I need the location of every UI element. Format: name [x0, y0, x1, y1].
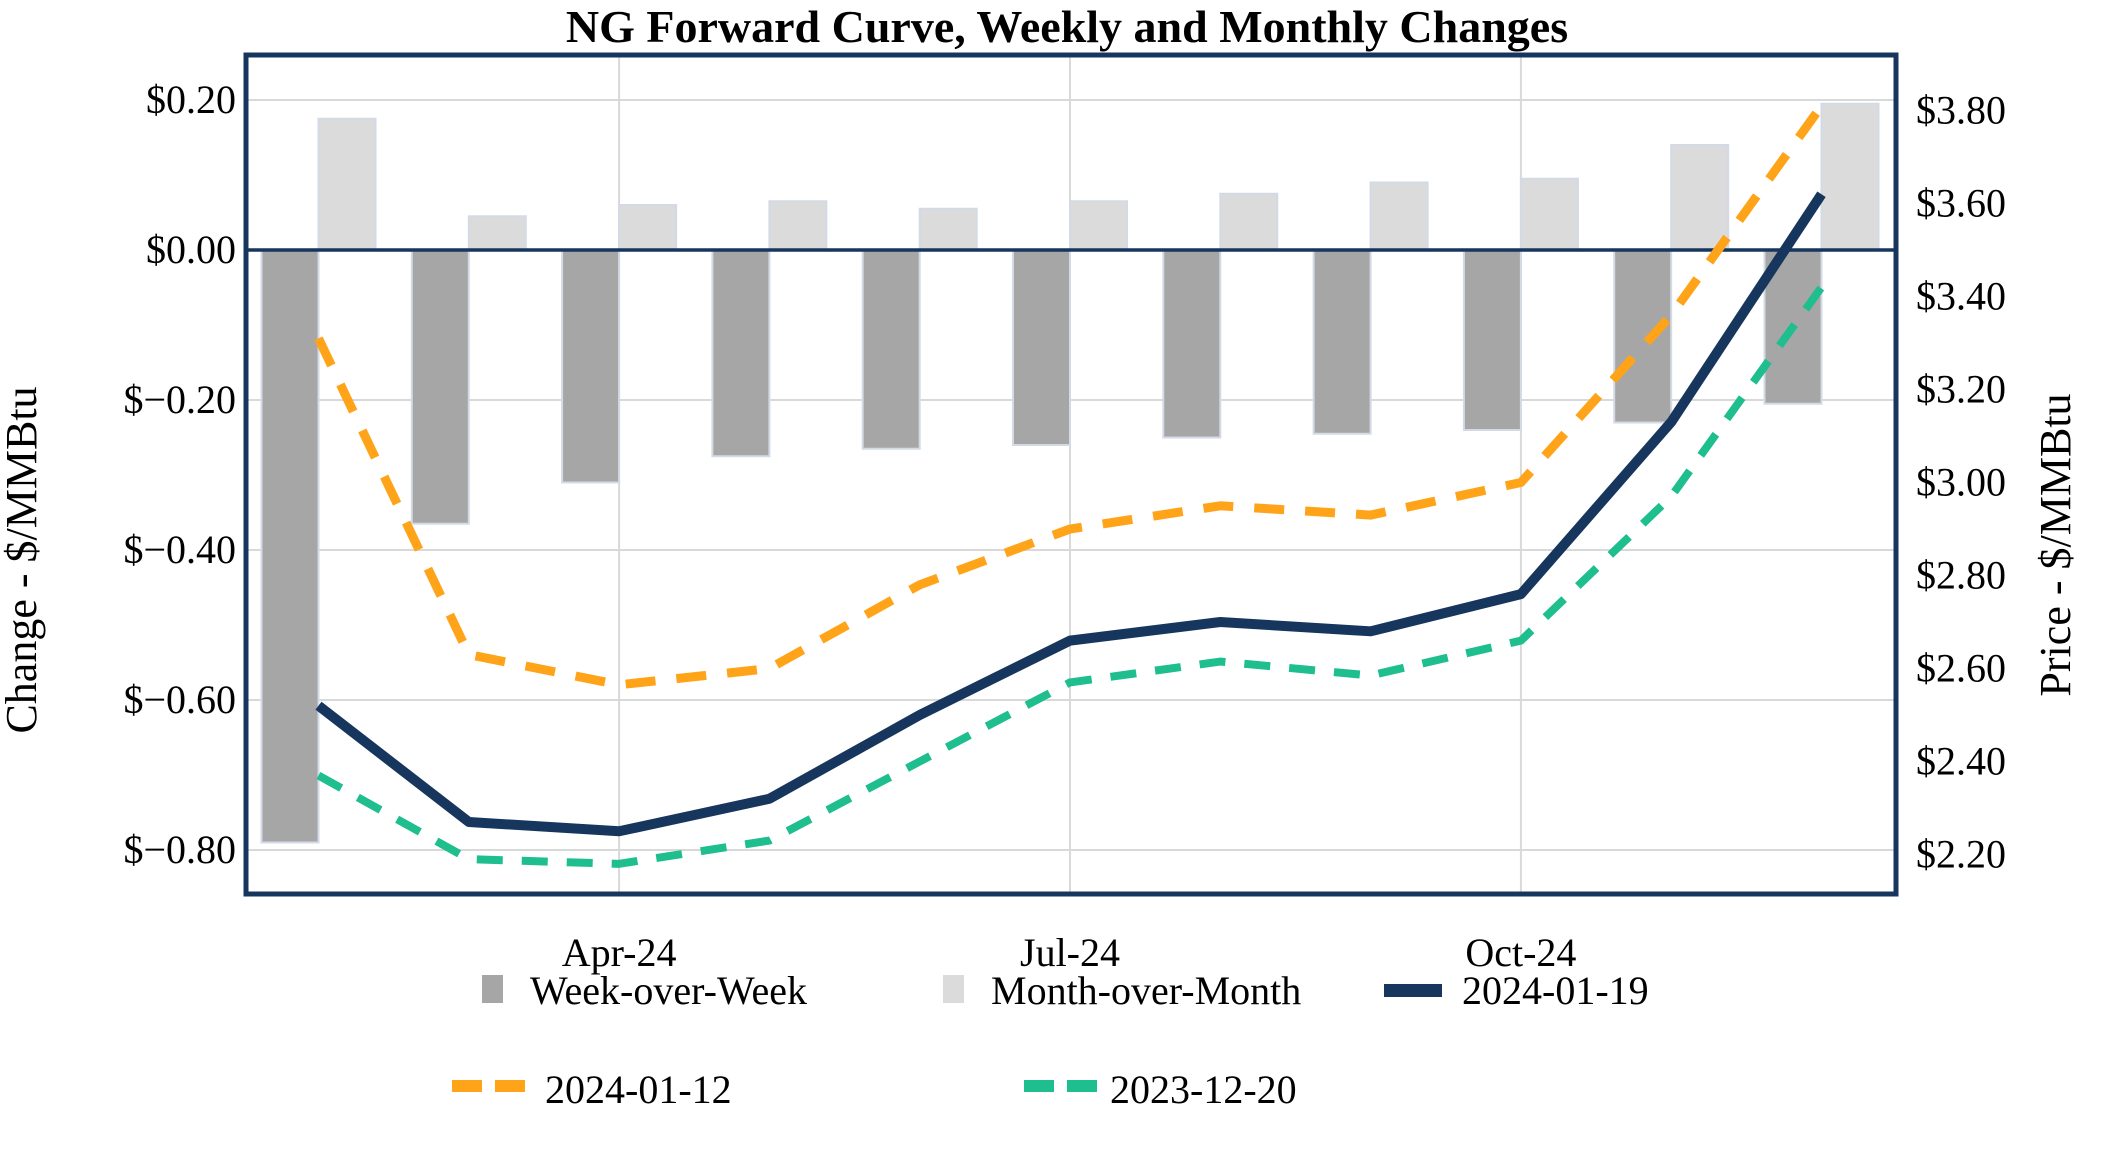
legend-swatch — [1384, 984, 1442, 997]
legend-label: 2024-01-12 — [545, 1067, 732, 1112]
legend-item-Month-over-Month: Month-over-Month — [943, 968, 1301, 1013]
right-tick-label: $3.00 — [1916, 460, 2006, 505]
x-tick-label: Oct-24 — [1465, 930, 1576, 975]
mom-bar-Oct-24 — [1519, 177, 1579, 251]
wow-bar-Sep-24 — [1312, 248, 1372, 435]
right-tick-label: $2.40 — [1916, 739, 2006, 784]
line-2023-12-20 — [316, 284, 1825, 868]
plot-border — [243, 52, 1899, 897]
legend-swatch — [1067, 1080, 1097, 1092]
x-axis-ticks: Apr-24 Jul-24 Oct-24 — [562, 930, 1577, 975]
mom-bar-Dec-24 — [1820, 102, 1880, 251]
line-series-group — [314, 103, 1826, 868]
left-tick-label: $−0.40 — [123, 527, 236, 572]
legend-swatch — [495, 1080, 525, 1092]
left-axis-ticks: $0.20 $0.00 $−0.20 $−0.40 $−0.60 $−0.80 — [123, 77, 236, 872]
wow-bar-Jun-24 — [861, 248, 921, 450]
right-tick-label: $2.20 — [1916, 832, 2006, 877]
mom-bar-Aug-24 — [1219, 192, 1279, 251]
wow-bar-Mar-24 — [410, 248, 470, 525]
mom-bar-Jul-24 — [1069, 200, 1128, 251]
left-tick-label: $0.00 — [146, 227, 236, 272]
right-tick-label: $3.40 — [1916, 274, 2006, 319]
right-tick-label: $3.80 — [1916, 88, 2006, 133]
mom-bar-May-24 — [768, 200, 828, 251]
right-tick-label: $3.60 — [1916, 181, 2006, 226]
mom-bar-Feb-24 — [317, 117, 377, 251]
mom-bar-Mar-24 — [467, 215, 527, 251]
mom-bar-Sep-24 — [1369, 181, 1429, 251]
left-axis-title: Change - $/MMBtu — [0, 386, 46, 733]
line-2024-01-19 — [315, 191, 1826, 837]
legend-item-Week-over-Week: Week-over-Week — [482, 968, 807, 1013]
gridlines — [246, 55, 1896, 894]
legend-swatch — [482, 975, 503, 1003]
mom-bar-Jun-24 — [918, 207, 978, 251]
left-tick-label: $−0.80 — [123, 827, 236, 872]
left-tick-label: $−0.60 — [123, 677, 236, 722]
legend-label: 2024-01-19 — [1462, 968, 1649, 1013]
mom-bar-Apr-24 — [618, 203, 678, 251]
left-tick-label: $−0.20 — [123, 377, 236, 422]
wow-bar-Nov-24 — [1613, 248, 1673, 424]
wow-bar-Apr-24 — [561, 248, 621, 484]
right-axis-title: Price - $/MMBtu — [2031, 393, 2080, 696]
legend-label: 2023-12-20 — [1110, 1067, 1297, 1112]
wow-bar-Oct-24 — [1462, 248, 1522, 431]
legend-swatch — [452, 1080, 482, 1092]
line-2024-01-12 — [314, 103, 1826, 690]
wow-bar-Feb-24 — [260, 248, 320, 844]
wow-bar-Aug-24 — [1162, 248, 1222, 439]
x-tick-label: Jul-24 — [1020, 930, 1120, 975]
legend-item-2023-12-20: 2023-12-20 — [1024, 1067, 1297, 1112]
chart-title: NG Forward Curve, Weekly and Monthly Cha… — [566, 1, 1568, 52]
left-tick-label: $0.20 — [146, 77, 236, 122]
legend-label: Month-over-Month — [991, 968, 1301, 1013]
legend-item-2024-01-19: 2024-01-19 — [1384, 968, 1649, 1013]
bar-series-group — [260, 102, 1880, 844]
right-axis-ticks: $3.80 $3.60 $3.40 $3.20 $3.00 $2.80 $2.60 $2.40… — [1916, 88, 2006, 877]
x-tick-label: Apr-24 — [562, 930, 677, 975]
wow-bar-Jul-24 — [1012, 248, 1071, 446]
right-tick-label: $2.80 — [1916, 553, 2006, 598]
legend-label: Week-over-Week — [530, 968, 807, 1013]
wow-bar-May-24 — [711, 248, 771, 458]
legend: Week-over-Week Month-over-Month 2024-01-19… — [452, 968, 1649, 1112]
legend-item-2024-01-12: 2024-01-12 — [452, 1067, 732, 1112]
right-tick-label: $3.20 — [1916, 367, 2006, 412]
mom-bar-Nov-24 — [1670, 143, 1730, 251]
legend-swatch — [1024, 1080, 1054, 1092]
right-tick-label: $2.60 — [1916, 646, 2006, 691]
legend-swatch — [943, 975, 964, 1003]
